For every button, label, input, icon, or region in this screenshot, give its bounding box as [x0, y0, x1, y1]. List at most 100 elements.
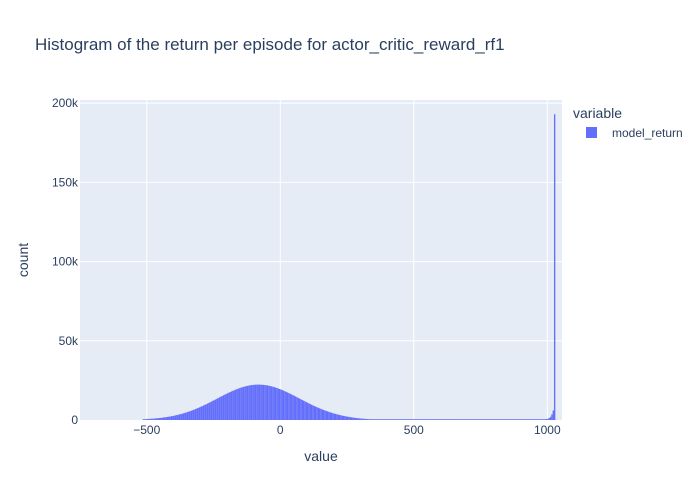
histogram-bar[interactable] — [472, 419, 474, 420]
histogram-bar[interactable] — [535, 419, 537, 420]
histogram-bar[interactable] — [527, 419, 529, 420]
histogram-bar[interactable] — [249, 385, 251, 420]
histogram-bar[interactable] — [248, 385, 250, 420]
histogram-bar[interactable] — [455, 419, 457, 420]
histogram-bar[interactable] — [258, 384, 261, 420]
histogram-bar[interactable] — [202, 405, 205, 420]
histogram-bar[interactable] — [185, 412, 187, 420]
histogram-bar[interactable] — [388, 419, 390, 420]
histogram-bar[interactable] — [439, 419, 441, 420]
histogram-bar[interactable] — [284, 391, 286, 420]
histogram-bar[interactable] — [485, 419, 488, 420]
histogram-bar[interactable] — [517, 419, 520, 420]
histogram-bar[interactable] — [270, 386, 273, 420]
histogram-bar[interactable] — [328, 411, 330, 420]
histogram-bar[interactable] — [415, 419, 417, 420]
histogram-bar[interactable] — [471, 419, 473, 420]
histogram-bar[interactable] — [372, 419, 374, 420]
histogram-bar[interactable] — [479, 419, 481, 420]
histogram-bar[interactable] — [523, 419, 525, 420]
histogram-bar[interactable] — [339, 414, 341, 420]
histogram-bar[interactable] — [216, 398, 218, 420]
histogram-bar[interactable] — [220, 396, 222, 420]
histogram-bar[interactable] — [234, 389, 237, 420]
histogram-bar[interactable] — [313, 405, 315, 420]
histogram-bar[interactable] — [463, 419, 465, 420]
histogram-bar[interactable] — [205, 404, 207, 420]
histogram-bar[interactable] — [324, 410, 326, 420]
histogram-bar[interactable] — [238, 388, 241, 420]
histogram-bar[interactable] — [399, 419, 401, 420]
histogram-bar[interactable] — [244, 386, 246, 420]
histogram-bar[interactable] — [245, 386, 247, 420]
histogram-bar[interactable] — [225, 393, 227, 420]
histogram-bar[interactable] — [327, 411, 329, 420]
histogram-bar[interactable] — [368, 419, 370, 420]
histogram-bar[interactable] — [162, 417, 165, 420]
histogram-bar[interactable] — [340, 415, 342, 420]
histogram-bar[interactable] — [477, 419, 480, 420]
histogram-bar[interactable] — [412, 419, 414, 420]
histogram-bar[interactable] — [431, 419, 433, 420]
histogram-bar[interactable] — [497, 419, 500, 420]
histogram-bar[interactable] — [221, 396, 223, 420]
histogram-bar[interactable] — [460, 419, 462, 420]
histogram-bar[interactable] — [413, 419, 416, 420]
histogram-bar[interactable] — [253, 384, 255, 420]
histogram-bar[interactable] — [168, 416, 170, 420]
histogram-bar[interactable] — [369, 419, 372, 420]
histogram-bar[interactable] — [491, 419, 493, 420]
histogram-bar[interactable] — [553, 114, 556, 421]
histogram-bar[interactable] — [224, 394, 226, 420]
histogram-bar[interactable] — [451, 419, 453, 420]
histogram-bar[interactable] — [453, 419, 456, 420]
histogram-bar[interactable] — [180, 414, 182, 420]
histogram-bar[interactable] — [441, 419, 444, 420]
histogram-bar[interactable] — [423, 419, 425, 420]
histogram-bar[interactable] — [240, 387, 242, 420]
histogram-bar[interactable] — [376, 419, 378, 420]
histogram-bar[interactable] — [310, 404, 313, 420]
histogram-bar[interactable] — [424, 419, 426, 420]
histogram-bar[interactable] — [416, 419, 418, 420]
histogram-bar[interactable] — [480, 419, 482, 420]
histogram-bar[interactable] — [529, 419, 532, 420]
histogram-bar[interactable] — [150, 418, 153, 420]
histogram-bar[interactable] — [476, 419, 478, 420]
histogram-bar[interactable] — [489, 419, 492, 420]
histogram-bar[interactable] — [280, 389, 282, 420]
histogram-bar[interactable] — [208, 402, 210, 420]
histogram-bar[interactable] — [194, 409, 197, 420]
histogram-bar[interactable] — [381, 419, 384, 420]
histogram-bar[interactable] — [335, 413, 337, 420]
histogram-bar[interactable] — [292, 395, 294, 420]
histogram-bar[interactable] — [160, 417, 162, 420]
histogram-bar[interactable] — [188, 411, 190, 420]
histogram-bar[interactable] — [427, 419, 429, 420]
histogram-bar[interactable] — [380, 419, 382, 420]
histogram-bar[interactable] — [282, 390, 285, 420]
histogram-bar[interactable] — [456, 419, 458, 420]
histogram-bar[interactable] — [268, 385, 270, 420]
histogram-bar[interactable] — [417, 419, 420, 420]
histogram-bar[interactable] — [373, 419, 376, 420]
histogram-bar[interactable] — [196, 408, 198, 420]
histogram-bar[interactable] — [222, 395, 225, 420]
histogram-bar[interactable] — [294, 396, 297, 420]
histogram-bar[interactable] — [154, 418, 157, 420]
histogram-bar[interactable] — [496, 419, 498, 420]
histogram-bar[interactable] — [444, 419, 446, 420]
histogram-bar[interactable] — [356, 418, 358, 420]
histogram-bar[interactable] — [172, 415, 174, 420]
histogram-bar[interactable] — [516, 419, 518, 420]
histogram-bar[interactable] — [420, 419, 422, 420]
histogram-bar[interactable] — [544, 419, 546, 420]
histogram-bar[interactable] — [193, 409, 195, 420]
histogram-bar[interactable] — [421, 419, 424, 420]
histogram-bar[interactable] — [301, 400, 303, 420]
histogram-bar[interactable] — [265, 385, 267, 420]
histogram-bar[interactable] — [515, 419, 517, 420]
histogram-bar[interactable] — [355, 417, 357, 420]
histogram-bar[interactable] — [144, 419, 146, 420]
histogram-bar[interactable] — [384, 419, 386, 420]
